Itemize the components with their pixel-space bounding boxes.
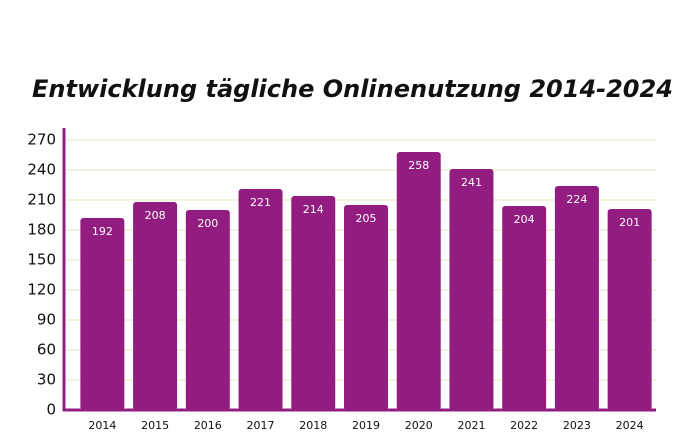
bar <box>238 189 283 410</box>
x-tick-label: 2020 <box>405 419 433 432</box>
bar <box>133 202 178 410</box>
x-tick-label: 2015 <box>141 419 169 432</box>
y-tick-label: 150 <box>27 251 56 269</box>
y-tick-label: 270 <box>27 131 56 149</box>
x-tick-label: 2021 <box>457 419 485 432</box>
bar <box>554 186 599 410</box>
y-tick-label: 180 <box>27 221 56 239</box>
bar <box>502 206 547 410</box>
value-label: 221 <box>250 196 271 209</box>
value-label: 204 <box>514 213 535 226</box>
bar <box>185 210 230 410</box>
y-tick-label: 240 <box>27 161 56 179</box>
x-tick-label: 2023 <box>563 419 591 432</box>
value-label: 192 <box>92 225 113 238</box>
y-tick-label: 60 <box>37 341 56 359</box>
x-tick-label: 2024 <box>616 419 644 432</box>
y-tick-label: 210 <box>27 191 56 209</box>
value-label: 241 <box>461 176 482 189</box>
bar <box>291 196 336 410</box>
y-tick-label: 30 <box>37 371 56 389</box>
y-tick-label: 0 <box>46 401 56 419</box>
x-tick-label: 2017 <box>247 419 275 432</box>
bar <box>449 169 494 410</box>
x-tick-label: 2022 <box>510 419 538 432</box>
x-tick-label: 2019 <box>352 419 380 432</box>
value-label: 214 <box>303 203 324 216</box>
value-label: 205 <box>356 212 377 225</box>
x-tick-label: 2014 <box>88 419 116 432</box>
value-label: 258 <box>408 159 429 172</box>
x-tick-label: 2018 <box>299 419 327 432</box>
value-label: 201 <box>619 216 640 229</box>
y-tick-label: 120 <box>27 281 56 299</box>
bar <box>80 218 125 410</box>
y-tick-label: 90 <box>37 311 56 329</box>
value-label: 200 <box>197 217 218 230</box>
value-label: 224 <box>566 193 587 206</box>
bar <box>344 205 388 410</box>
x-tick-label: 2016 <box>194 419 222 432</box>
bar <box>607 209 652 410</box>
bar <box>396 152 441 410</box>
value-label: 208 <box>145 209 166 222</box>
chart-title: Entwicklung tägliche Onlinenutzung 2014-… <box>32 75 673 103</box>
